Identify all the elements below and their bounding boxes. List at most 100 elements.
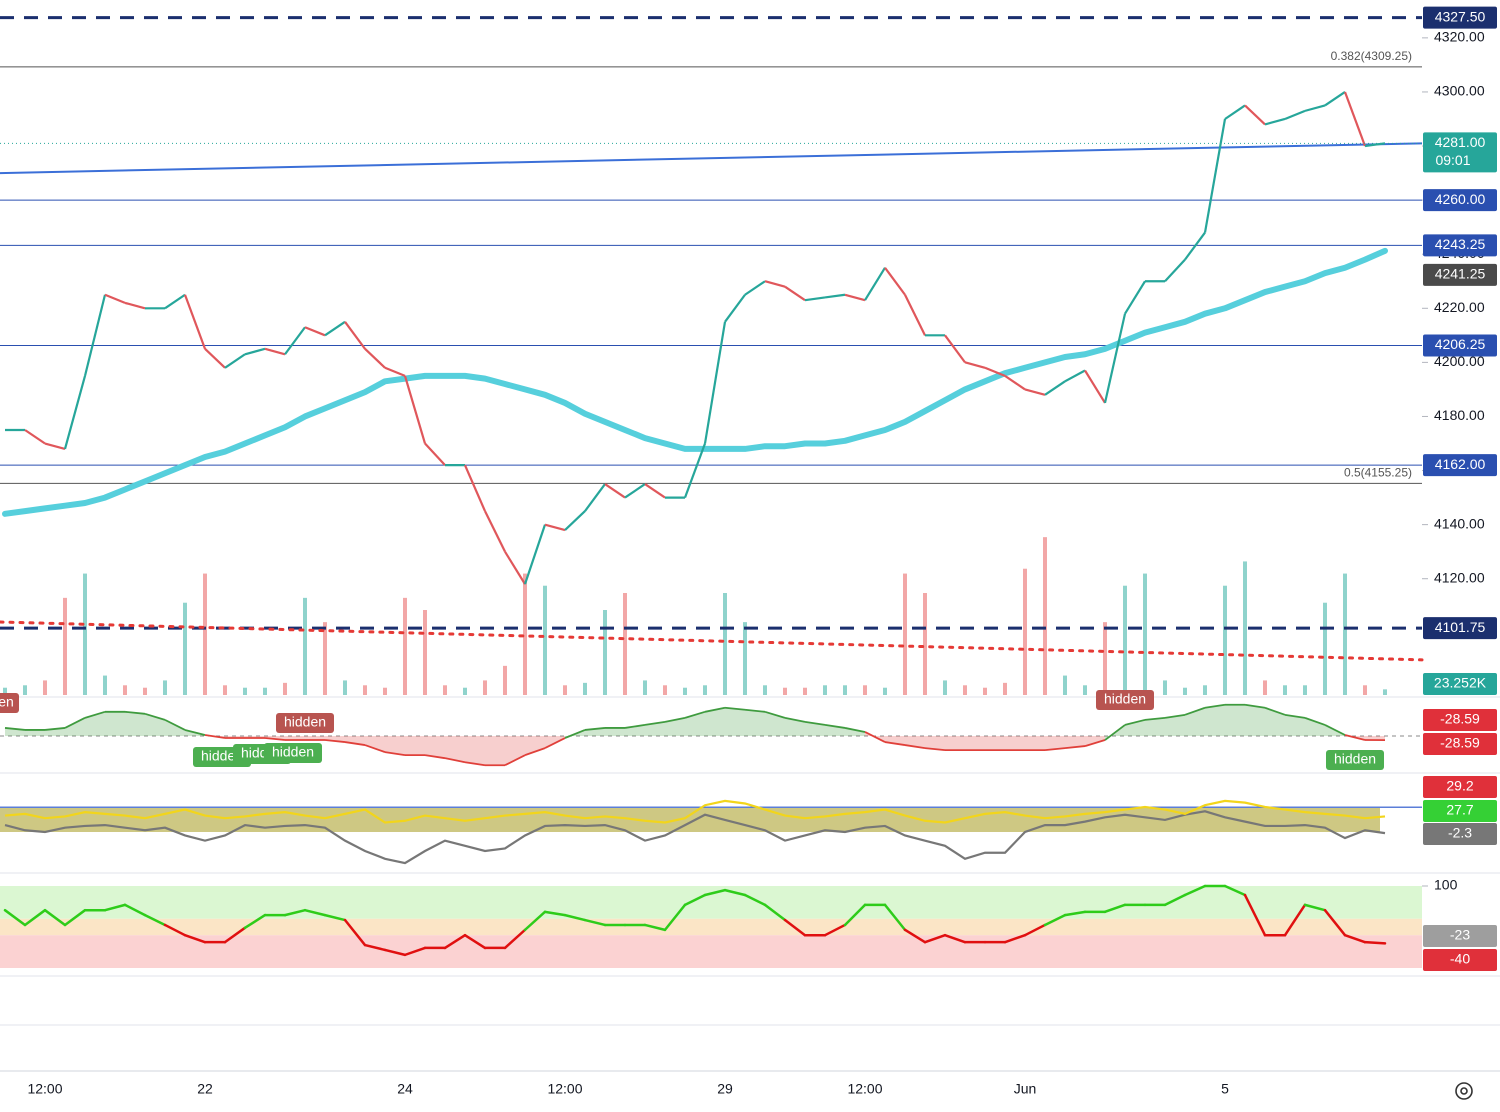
volume-bar [1203,685,1207,695]
osc-line [44,727,66,731]
last-price-badge [1423,132,1497,173]
osc-line [84,710,106,719]
osc-area [85,711,105,736]
price-segment [703,321,727,444]
osc-line [1104,724,1126,741]
volume-bar [523,573,527,695]
price-segment [364,348,386,369]
osc-area [765,711,785,736]
osc-line [884,741,906,746]
volume-bar [23,685,27,695]
osc-line [344,741,366,746]
level-badge-label: 4162.00 [1435,456,1486,472]
price-segment [324,320,346,337]
y-tick-label: 4140.00 [1434,515,1485,531]
momentum-band [0,808,1380,832]
volume-bar [723,593,727,695]
osc-area [805,721,825,736]
osc-line [664,716,686,723]
price-segment [463,464,487,512]
price-segment [1304,104,1326,112]
osc-line [744,708,766,713]
osc-line [924,747,946,752]
price-segment [344,321,366,350]
volume-bar [1003,682,1007,695]
volume-bar [1163,680,1167,695]
osc-badge-label: -28.59 [1440,711,1480,727]
osc-area [745,709,765,736]
osc-line [124,710,146,715]
osc-line [164,719,186,731]
volume-bar [203,573,207,695]
osc-area [1005,736,1025,751]
x-tick-label: 5 [1221,1081,1229,1097]
fib-label: 0.382(4309.25) [1331,49,1412,63]
annotation: en [0,694,14,710]
rsi-line [183,933,207,944]
rsi-line [1103,903,1127,914]
volume-bar [83,573,87,695]
rsi-line [923,933,947,944]
annotation-box [1096,690,1154,710]
rsi-line [1003,933,1027,944]
price-segment [63,375,87,450]
osc-area [505,736,525,766]
annotation-box [264,743,322,763]
price-segment [24,429,46,445]
osc-area [1205,704,1225,736]
price-segment [304,326,326,337]
price-segment [224,353,246,369]
price-segment [1164,258,1186,282]
price-segment [183,294,207,350]
osc-line [804,720,826,726]
price-segment [544,523,566,532]
volume-bar [1243,561,1247,695]
osc-area [1065,736,1085,749]
volume-bar [1223,585,1227,695]
volume-bar [1183,687,1187,695]
momentum-badge-label: 27.7 [1446,802,1473,818]
rsi-line [1043,913,1067,927]
volume-bar [263,687,267,695]
osc-area [105,711,125,736]
price-segment [804,296,826,302]
osc-area [385,736,405,756]
rsi-line [943,933,967,944]
settings-icon[interactable] [1455,1082,1473,1100]
price-segment [1184,231,1206,261]
rsi-line [1323,908,1347,937]
price-segment [644,483,666,499]
rsi-zone [0,935,1422,968]
dotted-line [0,620,1424,662]
volume-bar [1143,573,1147,695]
volume-bar [1103,622,1107,695]
osc-area [65,717,85,736]
level-badge [1423,454,1497,477]
osc-line [1064,745,1086,749]
price-segment [844,293,866,302]
annotation-box [276,713,334,733]
price-segment [1203,118,1227,233]
volume-bar [43,680,47,695]
rsi-line [823,923,847,937]
osc-line [1344,734,1366,741]
price-segment [523,524,547,585]
momentum-badge-label: -2.3 [1448,825,1472,841]
osc-line [64,717,86,729]
osc-line [1164,713,1186,719]
volume-bar [1083,685,1087,695]
rsi-line [143,913,167,927]
price-segment [1044,380,1066,396]
volume-bar [1343,573,1347,695]
momentum-line [4,799,1386,824]
osc-line [204,734,226,739]
x-tick-label: Jun [1014,1081,1037,1097]
volume-bar [423,610,427,695]
rsi-line [583,918,607,927]
osc-line [704,706,726,713]
osc-line [644,720,666,726]
rsi-line [1243,893,1267,937]
osc-area [325,736,345,743]
osc-area [145,713,165,736]
rsi-line [303,908,327,917]
